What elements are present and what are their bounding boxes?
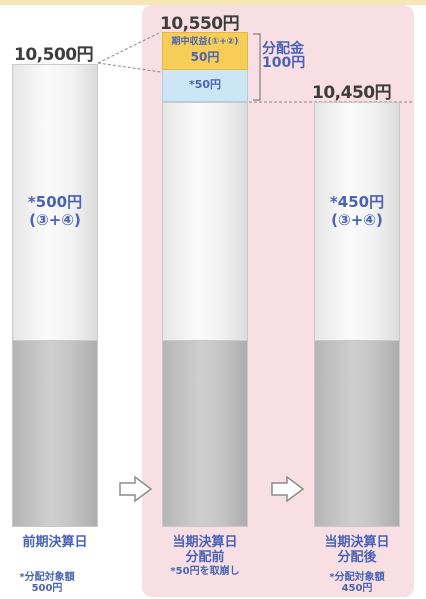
before-label-line2: 分配前 [185, 550, 225, 565]
before-note: *50円を取崩し [170, 566, 240, 577]
prev-note-line1: *分配対象額 [19, 572, 75, 583]
prev-label: 前期決算日 [22, 535, 88, 550]
before-column-bottom [162, 341, 248, 527]
after-label: 当期決算日 分配後 [302, 535, 412, 565]
top-strip [0, 0, 426, 5]
after-price: 10,450円 [312, 83, 392, 103]
arrow-right-icon-2 [271, 475, 305, 503]
distribution-bracket [253, 33, 261, 101]
after-label-line2: 分配後 [337, 550, 377, 565]
prev-note-line2: 500円 [31, 583, 63, 594]
guide-line-top [97, 31, 162, 64]
distribution-line2: 100円 [262, 55, 306, 71]
distribution-label: 分配金 100円 [262, 42, 305, 70]
after-note-line2: 450円 [341, 583, 373, 594]
prev-center-line1: *500円 [27, 193, 83, 211]
interim-income-value: 50円 [190, 50, 220, 64]
after-center-text: *450円 (③+④) [314, 193, 400, 229]
prev-column-bottom [12, 341, 98, 527]
interim-income-box: 期中収益(①+②) 50円 [162, 32, 248, 70]
guide-line-bottom [97, 62, 162, 73]
before-price: 10,550円 [160, 14, 240, 34]
prev-column-top [12, 64, 98, 341]
prev-center-text: *500円 (③+④) [12, 193, 98, 229]
before-label: 当期決算日 分配前 [150, 535, 260, 565]
after-note-line1: *分配対象額 [329, 572, 385, 583]
after-column-bottom [314, 341, 400, 527]
arrow-right-icon [119, 475, 153, 503]
prev-price: 10,500円 [14, 45, 94, 65]
after-center-line2: (③+④) [331, 211, 383, 229]
drawdown-box: *50円 [162, 70, 248, 102]
after-column-top [314, 102, 400, 341]
after-label-line1: 当期決算日 [324, 535, 390, 550]
prev-center-line2: (③+④) [29, 211, 81, 229]
after-center-line1: *450円 [329, 193, 385, 211]
after-note: *分配対象額 450円 [314, 572, 400, 594]
before-label-line1: 当期決算日 [172, 535, 238, 550]
distribution-line1: 分配金 [262, 41, 304, 57]
prev-note: *分配対象額 500円 [4, 572, 90, 594]
before-column-top [162, 102, 248, 341]
interim-income-label: 期中収益(①+②) [171, 37, 239, 47]
